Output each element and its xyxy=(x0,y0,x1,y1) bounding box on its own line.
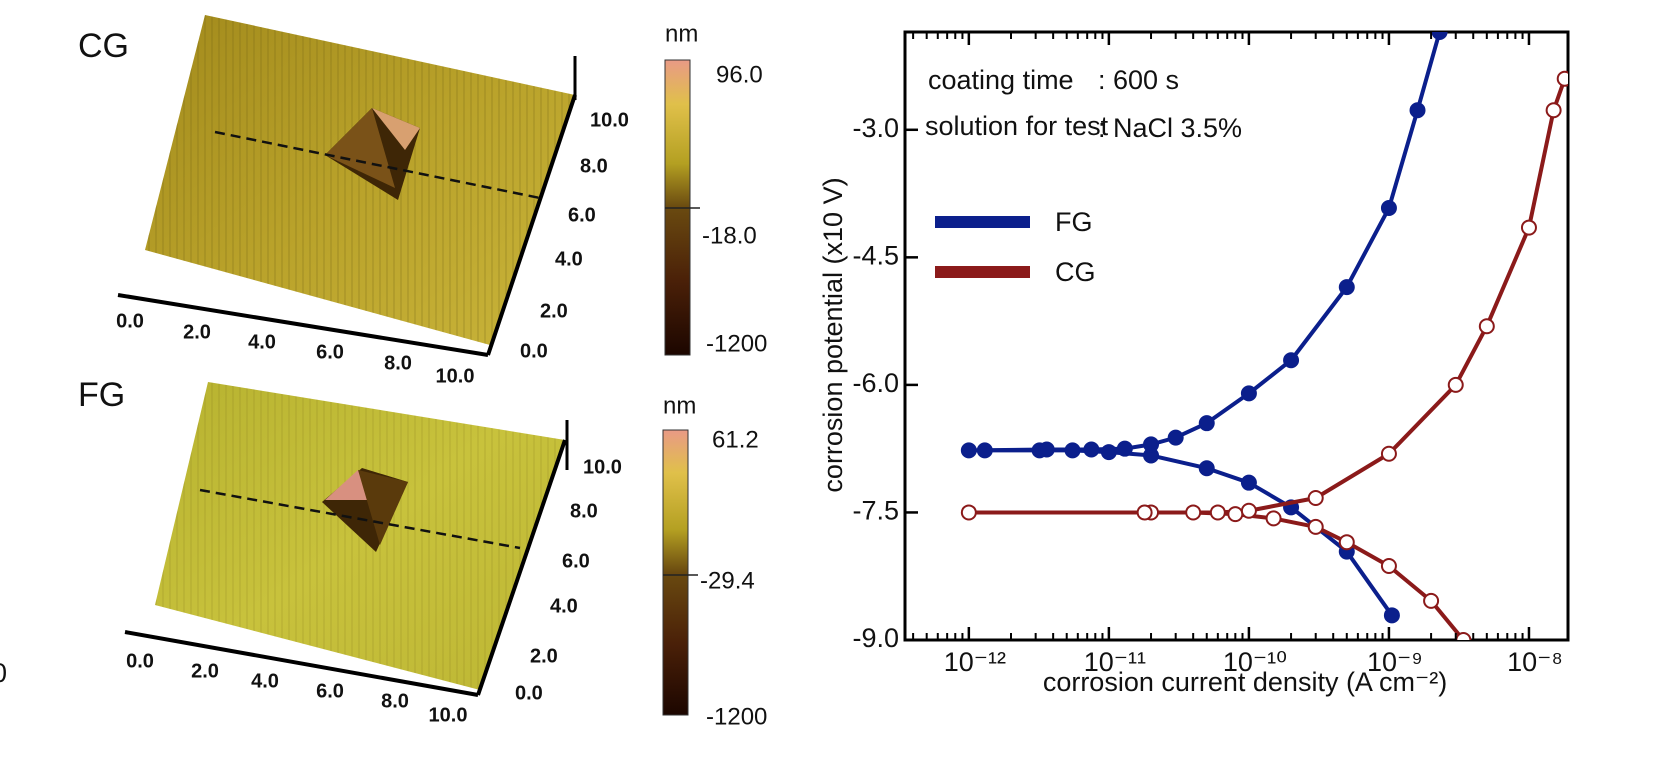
data-point xyxy=(1185,504,1202,521)
afm-x-tick-label: 10.0 xyxy=(429,704,468,726)
legend-label: CG xyxy=(1055,257,1096,287)
data-point xyxy=(1038,441,1055,458)
plot-frame xyxy=(903,30,1570,642)
afm-x-tick-label: 4.0 xyxy=(248,331,276,353)
data-point xyxy=(960,442,977,459)
annotation: : 600 s xyxy=(1098,65,1179,95)
data-point xyxy=(1307,518,1324,535)
data-point xyxy=(1240,502,1257,519)
data-point xyxy=(1380,445,1397,462)
colorbar-label: -18.0 xyxy=(702,222,757,249)
y-axis-label: corrosion potential (x10 V) xyxy=(818,177,848,492)
afm-y-tick-label: 0.0 xyxy=(520,340,548,362)
x-tick-label: 10⁻¹⁰ xyxy=(1223,647,1287,677)
colorbar-label: -1200 xyxy=(706,703,767,730)
plot-area xyxy=(960,32,1568,640)
data-point xyxy=(1383,607,1400,624)
legend-label: FG xyxy=(1055,207,1093,237)
afm-y-tick-label: 0.0 xyxy=(515,682,543,704)
data-point xyxy=(1478,318,1495,335)
data-point xyxy=(1136,504,1153,521)
afm-y-tick-label: 2.0 xyxy=(540,300,568,322)
colorbar-label: -1200 xyxy=(706,330,767,357)
colorbar xyxy=(662,429,689,716)
afm-x-tick-label: 8.0 xyxy=(384,352,412,374)
afm-y-tick-label: 6.0 xyxy=(568,204,596,226)
data-point xyxy=(1143,436,1160,453)
afm-x-tick-label: 0.0 xyxy=(126,650,154,672)
afm-x-tick-label: 2.0 xyxy=(191,660,219,682)
y-tick-label: -4.5 xyxy=(852,240,899,270)
data-point xyxy=(1556,70,1568,87)
x-axis-label: corrosion current density (A cm⁻²) xyxy=(1043,667,1447,697)
data-point xyxy=(1380,558,1397,575)
afm-x-tick-label: 0.0 xyxy=(116,310,144,332)
afm-y-tick-label: 4.0 xyxy=(550,595,578,617)
afm-y-tick-label: 6.0 xyxy=(562,550,590,572)
x-tick-label: 10⁻⁸ xyxy=(1507,647,1563,677)
data-point xyxy=(1240,385,1257,402)
afm-y-tick-label: 4.0 xyxy=(555,248,583,270)
y-tick-label: -3.0 xyxy=(852,113,899,143)
afm-x-tick-label: 6.0 xyxy=(316,341,344,363)
data-point xyxy=(1100,444,1117,461)
data-point xyxy=(1431,32,1448,40)
afm-y-tick-label: 8.0 xyxy=(570,500,598,522)
afm-y-tick-label: 2.0 xyxy=(530,645,558,667)
data-point xyxy=(1209,504,1226,521)
data-point xyxy=(1283,352,1300,369)
panel-label: CG xyxy=(78,27,129,65)
annotation: coating time xyxy=(928,65,1074,95)
afm-y-tick-label: 10.0 xyxy=(583,456,622,478)
afm-x-tick-label: 10.0 xyxy=(436,365,475,387)
data-point xyxy=(960,504,977,521)
afm-x-tick-label: 2.0 xyxy=(183,321,211,343)
afm-image-fg xyxy=(124,382,569,697)
panel-label: FG xyxy=(78,376,125,414)
data-point xyxy=(1338,279,1355,296)
afm-y-tick-label: 10.0 xyxy=(590,109,629,131)
data-point xyxy=(1198,460,1215,477)
data-point xyxy=(1307,489,1324,506)
data-point xyxy=(1455,632,1472,640)
annotation: solution for test xyxy=(925,111,1109,141)
colorbar-label: -29.4 xyxy=(700,567,755,594)
series-line xyxy=(966,78,1567,640)
colorbar-label: nm xyxy=(665,20,698,47)
annotation: : NaCl 3.5% xyxy=(1098,113,1242,143)
afm-x-tick-label: 6.0 xyxy=(316,680,344,702)
data-point xyxy=(1116,440,1133,457)
data-point xyxy=(1545,102,1562,119)
data-point xyxy=(1423,592,1440,609)
x-tick-label: 10⁻⁹ xyxy=(1367,647,1423,677)
data-point xyxy=(1227,506,1244,523)
data-point xyxy=(1380,200,1397,217)
data-point xyxy=(1167,429,1184,446)
y-tick-label: -9.0 xyxy=(852,623,899,653)
data-point xyxy=(976,442,993,459)
data-point xyxy=(1409,102,1426,119)
y-tick-label: -6.0 xyxy=(852,368,899,398)
data-point xyxy=(1520,219,1537,236)
x-tick-label: 10⁻¹² xyxy=(944,647,1006,677)
y-tick-label: -7.5 xyxy=(852,496,899,526)
data-point xyxy=(1338,534,1355,551)
colorbar-label: 96.0 xyxy=(716,61,763,88)
afm-image-cg xyxy=(117,15,577,357)
colorbar-label: nm xyxy=(663,392,696,419)
data-point xyxy=(1447,376,1464,393)
data-point xyxy=(1083,441,1100,458)
data-point xyxy=(1198,415,1215,432)
cropped-text: 0 xyxy=(0,658,7,688)
afm-y-tick-label: 8.0 xyxy=(580,155,608,177)
afm-x-tick-label: 8.0 xyxy=(381,690,409,712)
afm-x-tick-label: 4.0 xyxy=(251,670,279,692)
data-point xyxy=(1064,442,1081,459)
data-point xyxy=(1265,510,1282,527)
colorbar-label: 61.2 xyxy=(712,426,759,453)
data-point xyxy=(1240,474,1257,491)
x-tick-label: 10⁻¹¹ xyxy=(1084,647,1146,677)
